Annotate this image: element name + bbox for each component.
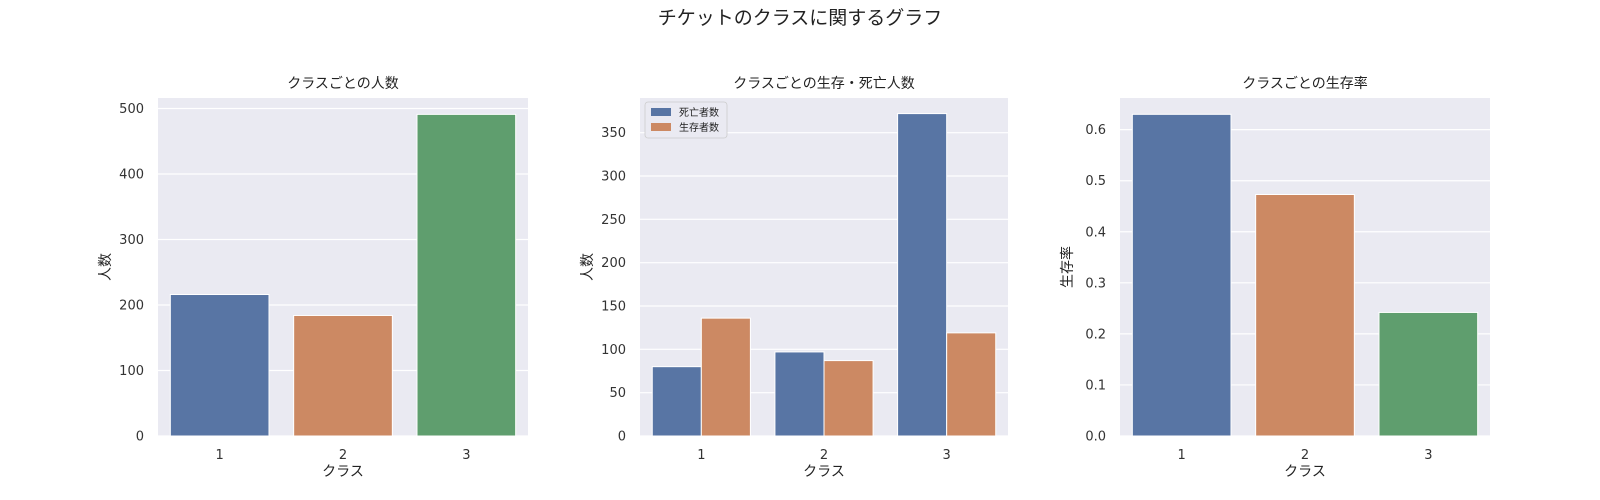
- legend-label: 生存者数: [679, 121, 719, 134]
- y-tick-label: 0.3: [1085, 276, 1106, 291]
- legend-swatch: [651, 108, 671, 116]
- y-tick-label: 0: [618, 430, 626, 445]
- bar-series1-class2: [774, 351, 825, 437]
- x-tick-label: 3: [1424, 448, 1432, 463]
- y-tick-label: 200: [119, 298, 144, 313]
- x-tick-label: 1: [216, 448, 224, 463]
- bar-series1-class1: [651, 366, 702, 437]
- y-axis-label: 生存率: [1059, 246, 1076, 288]
- bar-class3: [416, 113, 517, 437]
- y-tick-label: 0: [136, 430, 144, 445]
- bar-class1: [1131, 113, 1232, 437]
- y-tick-label: 150: [601, 300, 626, 315]
- x-tick-label: 2: [339, 448, 347, 463]
- y-tick-label: 100: [119, 364, 144, 379]
- chart-title: クラスごとの生存率: [1242, 75, 1368, 92]
- y-axis-label: 人数: [580, 253, 596, 281]
- x-tick-label: 3: [943, 448, 951, 463]
- x-tick-label: 2: [820, 448, 828, 463]
- y-tick-label: 200: [601, 256, 626, 271]
- y-tick-label: 400: [119, 167, 144, 182]
- bar-series1-class3: [897, 113, 948, 437]
- bar-series2-class3: [946, 332, 997, 437]
- chart-panel-2: 0 50 100 150 200 250 300 350 1 2 3 クラスごとの生存・死亡人数クラス…: [580, 76, 1008, 480]
- y-tick-label: 250: [601, 213, 626, 228]
- bar-series2-class1: [700, 317, 751, 437]
- x-tick-label: 1: [697, 448, 705, 463]
- bar-class3: [1378, 311, 1479, 437]
- y-tick-label: 300: [119, 233, 144, 248]
- x-axis-label: クラス: [322, 464, 364, 480]
- y-tick-label: 350: [601, 126, 626, 141]
- x-tick-label: 2: [1301, 448, 1309, 463]
- chart-title: クラスごとの生存・死亡人数: [733, 76, 915, 92]
- y-tick-label: 500: [119, 102, 144, 117]
- x-tick-label: 1: [1178, 448, 1186, 463]
- bar-class2: [293, 314, 393, 437]
- y-tick-label: 0.4: [1085, 225, 1106, 240]
- y-tick-label: 50: [609, 386, 626, 401]
- legend-swatch: [651, 123, 671, 131]
- bar-class1: [169, 294, 270, 437]
- y-tick-label: 0.6: [1085, 123, 1106, 138]
- bar-class2: [1255, 193, 1355, 437]
- y-tick-label: 0.5: [1085, 174, 1106, 189]
- y-tick-label: 0.1: [1085, 378, 1106, 393]
- chart-title: クラスごとの人数: [287, 76, 399, 92]
- figure-suptitle: チケットのクラスに関するグラフ: [658, 7, 943, 29]
- x-axis-label: クラス: [803, 464, 845, 480]
- y-tick-label: 0.2: [1085, 327, 1106, 342]
- y-tick-label: 100: [601, 343, 626, 358]
- y-axis-label: 人数: [98, 253, 114, 281]
- legend-label: 死亡者数: [679, 106, 719, 119]
- y-tick-label: 300: [601, 170, 626, 185]
- x-axis-label: クラス: [1284, 464, 1326, 480]
- bar-series2-class2: [823, 360, 874, 437]
- y-tick-label: 0.0: [1085, 430, 1106, 445]
- x-tick-label: 3: [462, 448, 470, 463]
